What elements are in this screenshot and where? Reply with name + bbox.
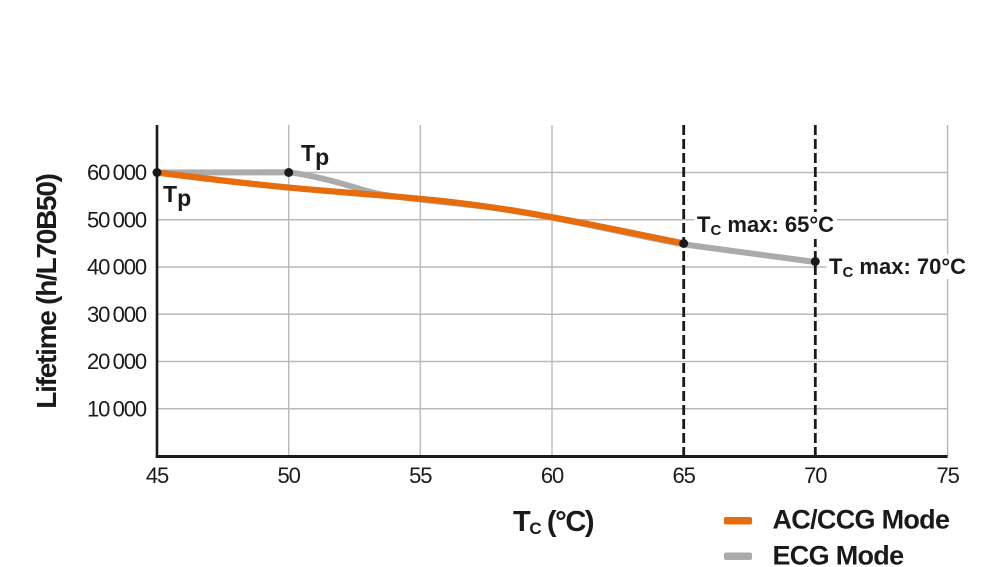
svg-text:75: 75 [936, 463, 959, 488]
svg-text:60 000: 60 000 [87, 160, 147, 185]
svg-text:55: 55 [409, 463, 432, 488]
svg-text:65: 65 [673, 463, 696, 488]
svg-text:TC (°C): TC (°C) [513, 506, 594, 538]
svg-text:TC max: 70°C: TC max: 70°C [829, 254, 966, 281]
svg-text:60: 60 [541, 463, 564, 488]
svg-text:50: 50 [278, 463, 301, 488]
svg-text:70: 70 [804, 463, 827, 488]
svg-text:AC/CCG Mode: AC/CCG Mode [773, 505, 950, 535]
svg-text:Tp: Tp [301, 140, 329, 170]
svg-text:45: 45 [146, 463, 169, 488]
svg-text:30 000: 30 000 [87, 302, 147, 327]
svg-text:20 000: 20 000 [87, 349, 147, 374]
svg-text:40 000: 40 000 [87, 255, 147, 280]
svg-text:10 000: 10 000 [87, 396, 147, 421]
svg-text:ECG Mode: ECG Mode [773, 541, 905, 567]
svg-text:Tp: Tp [163, 181, 191, 211]
svg-text:Lifetime (h/L70B50): Lifetime (h/L70B50) [31, 174, 62, 409]
svg-text:50 000: 50 000 [87, 207, 147, 232]
